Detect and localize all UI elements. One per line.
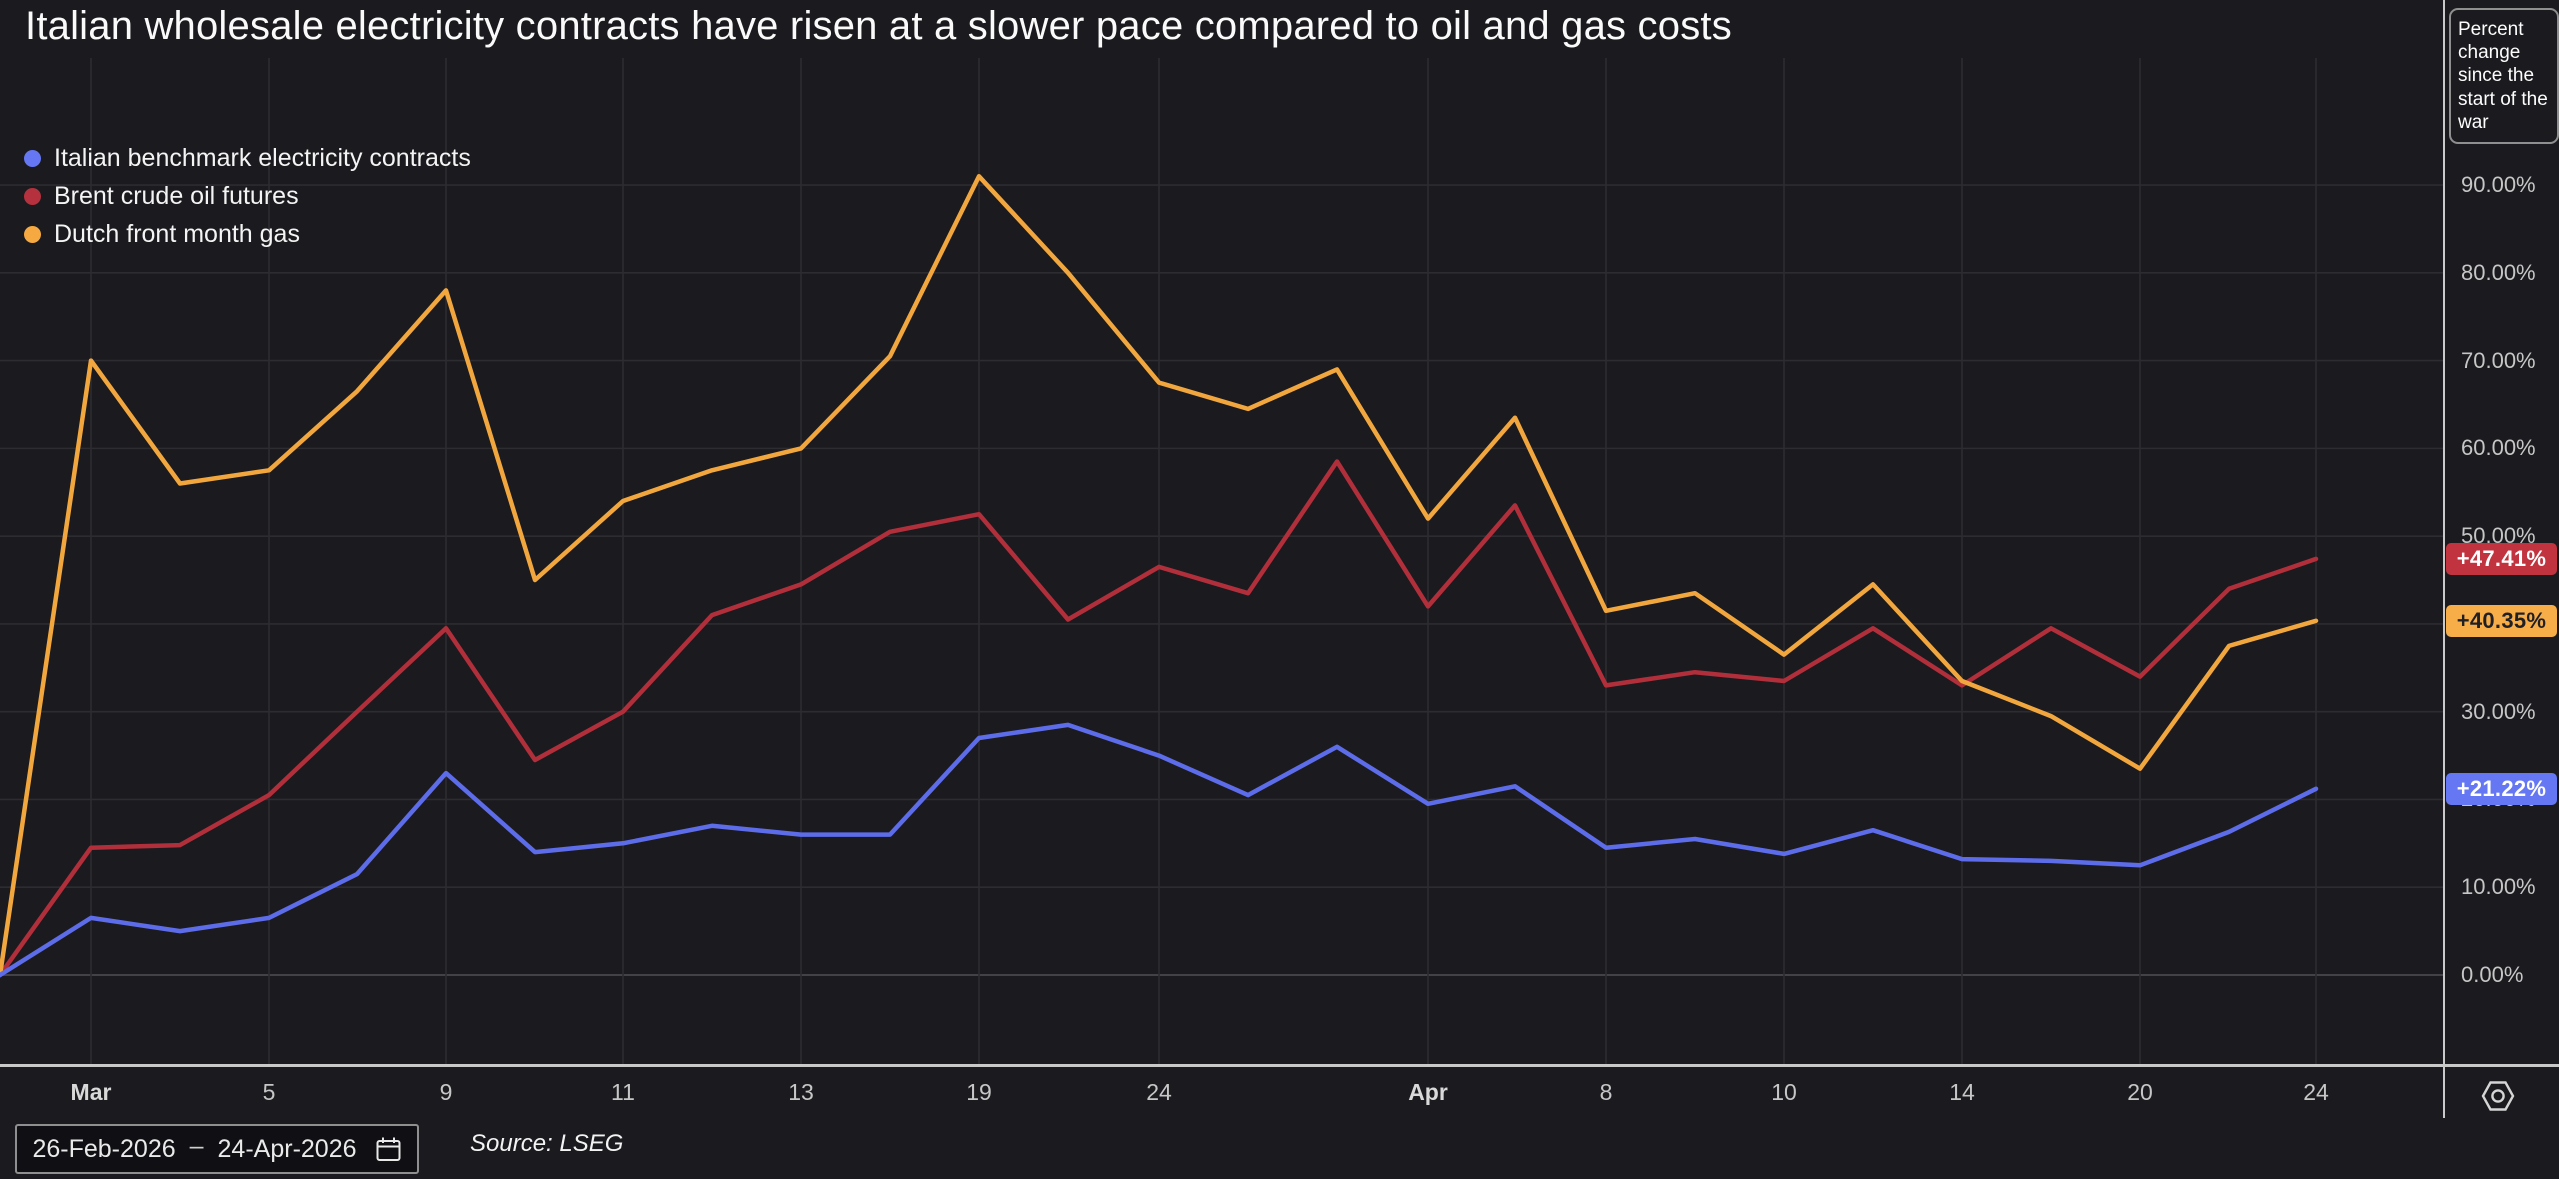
x-axis-label: 5: [262, 1079, 276, 1105]
axis-note: Percent change since the start of the wa…: [2449, 8, 2559, 144]
series-line-1: [0, 722, 2319, 978]
y-axis-label: 30.00%: [2461, 698, 2536, 724]
right-axis-line: [2443, 0, 2445, 1118]
legend-item-label: Brent crude oil futures: [54, 182, 299, 210]
right-axis-gutter: Percent change since the start of the wa…: [2445, 0, 2559, 1179]
x-axis-strip: Mar 5 9 11 13 19 24 Apr 8 10 14 20 24: [0, 1067, 2443, 1118]
legend-item-2[interactable]: Brent crude oil futures: [24, 182, 471, 211]
x-axis-label: Apr: [1408, 1079, 1448, 1105]
y-axis-label: 60.00%: [2461, 435, 2536, 461]
legend-dot-icon: [24, 226, 41, 243]
x-axis-label: 10: [1771, 1079, 1797, 1105]
last-value-badge: +40.35%: [2446, 604, 2557, 637]
y-axis-label: 90.00%: [2461, 172, 2536, 198]
calendar-icon[interactable]: [375, 1136, 402, 1163]
source-caption: Source: LSEG: [470, 1130, 624, 1157]
y-axis-label: 80.00%: [2461, 259, 2536, 285]
series-line-3: [0, 174, 2319, 978]
chart-plot-svg: [0, 58, 2443, 1066]
last-value-badge: +21.22%: [2446, 772, 2557, 805]
bottom-bar: 26-Feb-2026 – 24-Apr-2026 Source: LSEG: [0, 1118, 2559, 1179]
x-axis-label: 8: [1599, 1079, 1613, 1105]
chart-canvas[interactable]: Italian benchmark electricity contracts B…: [0, 0, 2443, 1066]
date-range-picker[interactable]: 26-Feb-2026 – 24-Apr-2026: [15, 1124, 419, 1174]
y-axis-label: 10.00%: [2461, 874, 2536, 900]
last-value-badge: +47.41%: [2446, 542, 2557, 575]
date-range-end: 24-Apr-2026: [217, 1134, 357, 1163]
legend-item-label: Dutch front month gas: [54, 220, 300, 248]
legend-item-label: Italian benchmark electricity contracts: [54, 144, 471, 172]
legend-dot-icon: [24, 150, 41, 167]
x-axis-label: 9: [439, 1079, 453, 1105]
page-title: Italian wholesale electricity contracts …: [25, 4, 1732, 48]
y-axis-label: 70.00%: [2461, 347, 2536, 373]
date-range-start: 26-Feb-2026: [32, 1134, 176, 1163]
y-axis-label: 0.00%: [2461, 962, 2524, 987]
x-axis-label: 19: [966, 1079, 992, 1105]
legend-item-1[interactable]: Italian benchmark electricity contracts: [24, 144, 471, 173]
legend-item-3[interactable]: Dutch front month gas: [24, 220, 471, 249]
bottom-axis-line: [0, 1064, 2559, 1067]
axis-settings-icon[interactable]: [2480, 1078, 2516, 1114]
series-line-2: [0, 459, 2319, 978]
x-axis-label: 24: [1146, 1079, 1172, 1105]
date-range-separator: –: [189, 1131, 204, 1160]
chart-legend: Italian benchmark electricity contracts B…: [24, 144, 471, 249]
x-axis-label: 20: [2127, 1079, 2153, 1105]
legend-dot-icon: [24, 188, 41, 205]
x-axis-label: 24: [2303, 1079, 2329, 1105]
x-axis-label: 14: [1949, 1079, 1975, 1105]
x-axis-label: Mar: [70, 1079, 112, 1105]
x-axis-label: 11: [611, 1079, 635, 1105]
x-axis-label: 13: [788, 1079, 814, 1105]
